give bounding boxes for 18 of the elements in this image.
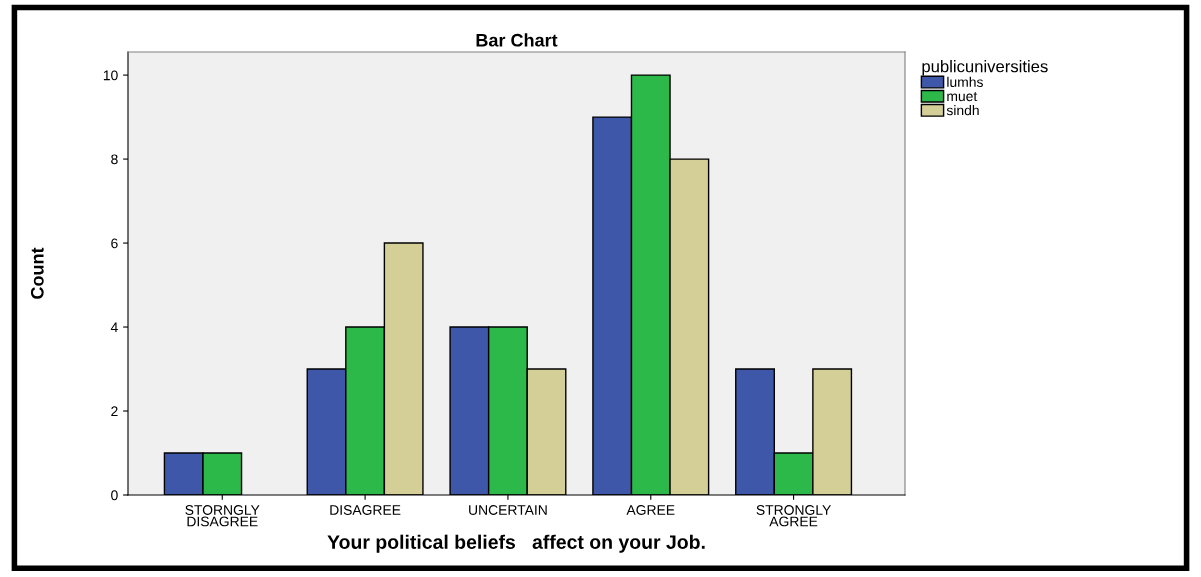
y-axis-title: Count — [30, 247, 44, 299]
x-tick-label: STORNGLY DISAGREE — [185, 505, 260, 527]
legend-label: lumhs — [947, 76, 983, 87]
chart-title: Bar Chart — [476, 33, 558, 47]
legend-label: sindh — [946, 105, 979, 116]
x-tick-label: AGREE — [626, 505, 675, 515]
x-tick-label: STRONGLY AGREE — [756, 505, 831, 527]
x-tick-label: UNCERTAIN — [469, 505, 547, 515]
y-tick-label: 0 — [111, 490, 118, 501]
y-tick-label: 2 — [111, 406, 118, 417]
legend-label: muet — [947, 92, 978, 102]
y-tick-label: 6 — [111, 238, 118, 249]
y-tick-label: 10 — [103, 70, 118, 81]
legend-title: publicuniversities — [922, 60, 1048, 76]
x-axis-title: Your political beliefs affect on your Job. — [327, 534, 705, 553]
y-tick-label: 8 — [111, 154, 118, 165]
x-tick-label: DISAGREE — [330, 505, 401, 515]
y-tick-label: 4 — [110, 322, 118, 333]
